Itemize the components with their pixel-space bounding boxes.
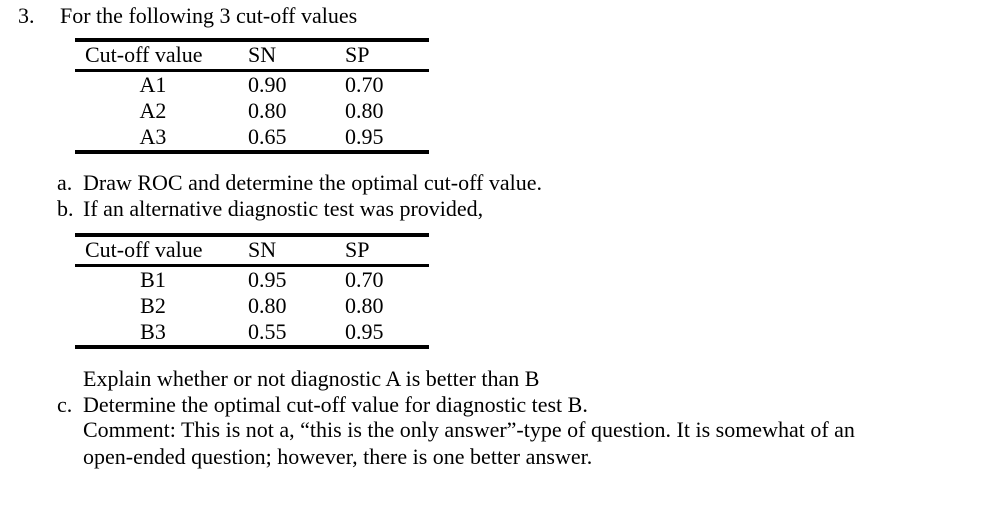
list-item-c: c. Determine the optimal cut-off value fo…	[57, 392, 588, 418]
table-row: A3 0.65 0.95	[75, 124, 429, 152]
list-item-a: a. Draw ROC and determine the optimal cut…	[57, 170, 542, 196]
column-header-sp: SP	[342, 40, 429, 72]
table-cell-sp: 0.95	[345, 123, 384, 149]
table-cell-label: A3	[139, 123, 167, 149]
comment-line-2: open-ended question; however, there is o…	[83, 444, 593, 469]
table-header-row: Cut-off value SN SP	[75, 40, 429, 72]
item-a-marker: a.	[57, 170, 73, 195]
table-cell-label: B2	[140, 292, 166, 318]
question-heading: 3. For the following 3 cut-off values	[18, 3, 357, 29]
table-cell-sp: 0.95	[345, 318, 384, 344]
table-row: B1 0.95 0.70	[75, 265, 429, 293]
table-cell-sn: 0.55	[248, 318, 287, 344]
table-cell-sn: 0.65	[248, 123, 287, 149]
comment-line-1: Comment: This is not a, “this is the onl…	[83, 417, 855, 442]
item-b-text: If an alternative diagnostic test was pr…	[83, 196, 484, 221]
item-c-text: Determine the optimal cut-off value for …	[83, 392, 588, 417]
explain-line: Explain whether or not diagnostic A is b…	[83, 366, 540, 391]
table-cell-sp: 0.80	[345, 292, 384, 318]
table-cell-sn: 0.90	[248, 71, 287, 97]
table-cell-sn: 0.95	[248, 266, 287, 292]
table-cell-label: A2	[139, 97, 167, 123]
item-c-marker: c.	[57, 392, 73, 417]
item-a-text: Draw ROC and determine the optimal cut-o…	[83, 170, 543, 195]
table-cell-sp: 0.70	[345, 71, 384, 97]
table-cell-sp: 0.80	[345, 97, 384, 123]
column-header-sp: SP	[342, 235, 429, 267]
table-cell-label: B3	[140, 318, 166, 344]
table-row: A1 0.90 0.70	[75, 70, 429, 98]
table-row: A2 0.80 0.80	[75, 98, 429, 124]
column-header-cutoff: Cut-off value	[75, 235, 245, 267]
question-intro: For the following 3 cut-off values	[60, 3, 358, 28]
table-row: B2 0.80 0.80	[75, 293, 429, 319]
item-b-marker: b.	[57, 196, 74, 221]
column-header-sn: SN	[245, 40, 342, 72]
table-header-row: Cut-off value SN SP	[75, 235, 429, 267]
table-cell-sp: 0.70	[345, 266, 384, 292]
table-cell-sn: 0.80	[248, 97, 287, 123]
table-cell-label: A1	[139, 71, 167, 97]
table-cell-sn: 0.80	[248, 292, 287, 318]
table-cell-label: B1	[140, 266, 166, 292]
column-header-cutoff: Cut-off value	[75, 40, 245, 72]
question-number: 3.	[18, 3, 35, 28]
cutoff-table-b: Cut-off value SN SP B1 0.95 0.70 B2 0.80…	[75, 233, 429, 349]
table-row: B3 0.55 0.95	[75, 319, 429, 347]
column-header-sn: SN	[245, 235, 342, 267]
list-item-b: b. If an alternative diagnostic test was …	[57, 196, 483, 222]
cutoff-table-a: Cut-off value SN SP A1 0.90 0.70 A2 0.80…	[75, 38, 429, 154]
